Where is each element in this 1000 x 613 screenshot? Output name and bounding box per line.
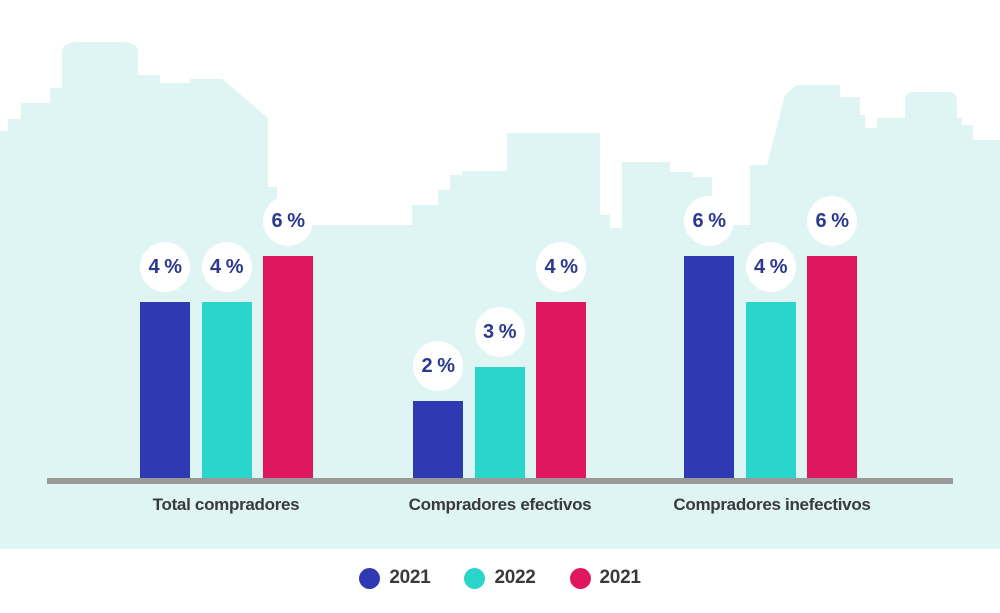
chart-legend: 2021 2022 2021 [0,567,1000,589]
bar-2021-group3 [807,256,857,478]
bar-2021-group2 [536,302,586,478]
value-bubble: 4 % [536,242,586,292]
value-bubble: 2 % [413,341,463,391]
bar-2021-group2 [413,401,463,478]
legend-color-dot [464,567,486,589]
bar-2021-group1 [140,302,190,478]
bar-2022-group1 [201,302,252,478]
legend-year-label: 2022 [494,567,536,588]
value-label: 3 % [483,320,516,343]
value-bubble: 4 % [745,242,796,292]
value-bubble: 4 % [140,242,190,292]
value-label: 2 % [421,354,455,377]
value-label: 4 % [148,255,182,278]
bar-2022-group3 [745,302,796,478]
legend-year-label: 2021 [599,567,641,588]
value-bubble: 6 % [263,196,313,246]
value-label: 4 % [544,255,578,278]
legend-item-2022: 2022 [464,567,536,589]
value-bubble: 4 % [201,242,252,292]
value-bubble: 3 % [474,307,525,357]
value-label: 6 % [815,209,849,232]
legend-item-2021: 2021 [569,567,641,589]
legend-item-2021: 2021 [359,567,431,589]
legend-year-label: 2021 [389,567,431,588]
value-label: 4 % [210,255,243,278]
bar-2022-group2 [474,367,525,478]
value-label: 6 % [271,209,305,232]
value-bubble: 6 % [807,196,857,246]
category-label: Total compradores [152,495,300,514]
bar-2021-group1 [263,256,313,478]
legend-color-dot [569,567,591,589]
category-label: Compradores efectivos [408,495,592,514]
category-label: Compradores inefectivos [673,495,871,514]
legend-color-dot [359,567,381,589]
value-label: 6 % [692,209,726,232]
bar-2021-group3 [684,256,734,478]
value-label: 4 % [754,255,787,278]
value-bubble: 6 % [684,196,734,246]
axis-baseline [47,478,953,484]
